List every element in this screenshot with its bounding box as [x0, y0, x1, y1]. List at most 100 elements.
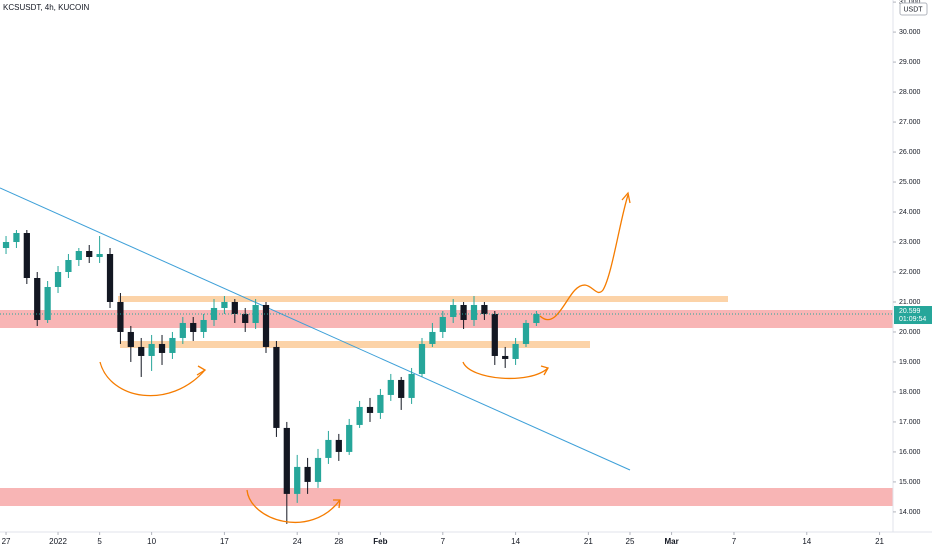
y-tick-label: 30.000 [899, 29, 921, 36]
drawings [99, 191, 631, 524]
y-tick-label: 17.000 [899, 419, 921, 426]
candle-body [398, 379, 405, 398]
x-tick-label: 28 [334, 537, 343, 546]
candle-body [418, 343, 426, 374]
unit-badge[interactable] [899, 2, 928, 16]
y-tick-label: 26.000 [899, 149, 921, 156]
candle-body [262, 304, 270, 347]
candle-body [231, 301, 238, 314]
y-tick-label: 18.000 [899, 389, 921, 396]
projection-path [539, 194, 629, 321]
curve-arrow [99, 361, 206, 397]
y-tick-label: 29.000 [899, 59, 921, 66]
candle-body [533, 313, 540, 323]
x-tick-label: 17 [220, 537, 229, 546]
candle-body [34, 277, 41, 320]
x-tick-label: 27 [2, 537, 11, 546]
candle-body [127, 331, 134, 347]
candles [2, 230, 540, 524]
candle-body [65, 260, 72, 272]
candle-body [221, 301, 228, 308]
y-tick-label: 20.000 [899, 329, 921, 336]
candle-body [273, 346, 280, 428]
candle-body [481, 304, 488, 314]
curve-arrow [462, 361, 549, 380]
candle-body [75, 251, 82, 261]
candle-body [169, 337, 176, 353]
y-tick-label: 16.000 [899, 449, 921, 456]
level-band [120, 341, 590, 348]
candle-body [429, 331, 436, 344]
chart-title: KCSUSDT, 4h, KUCOIN [3, 3, 89, 12]
y-tick-label: 19.000 [899, 359, 921, 366]
candle-body [408, 373, 415, 398]
x-tick-label: 21 [584, 537, 593, 546]
candle-body [325, 439, 332, 458]
x-tick-label: Mar [664, 537, 678, 546]
candle-body [13, 233, 20, 243]
candle-body [346, 424, 353, 452]
candle-body [502, 355, 509, 359]
candle-body [44, 286, 51, 320]
last-price-badge [894, 306, 932, 325]
candle-body [470, 304, 478, 320]
y-tick-label: 15.000 [899, 479, 921, 486]
x-tick-label: 14 [511, 537, 520, 546]
level-band [118, 296, 728, 302]
y-tick-label: 22.000 [899, 269, 921, 276]
candle-body [210, 307, 218, 320]
candle-body [117, 301, 124, 332]
candle-body [512, 343, 519, 359]
candle-body [86, 251, 93, 258]
y-tick-label: 27.000 [899, 119, 921, 126]
x-tick-label: 7 [732, 537, 737, 546]
countdown-label: 01:09:54 [899, 316, 926, 323]
x-tick-label: 14 [802, 537, 811, 546]
x-tick-label: 24 [293, 537, 302, 546]
arrow-head [540, 365, 549, 376]
candle-body [304, 466, 311, 482]
candle-body [96, 254, 103, 258]
candle-body [377, 394, 384, 413]
candle-body [335, 439, 342, 452]
candle-body [439, 316, 446, 332]
arrow-head [333, 499, 341, 509]
candle-body [460, 304, 467, 320]
candle-body [522, 322, 530, 344]
x-tick-label: 7 [441, 537, 446, 546]
candle-body [106, 254, 114, 302]
y-tick-label: 14.000 [899, 509, 921, 516]
x-tick-label: 10 [147, 537, 156, 546]
support-zone [0, 488, 893, 506]
candle-body [356, 406, 363, 425]
y-tick-label: 23.000 [899, 239, 921, 246]
y-tick-label: 28.000 [899, 89, 921, 96]
candle-body [491, 313, 498, 356]
resistance-zone [0, 310, 893, 328]
price-axis [893, 0, 932, 550]
candle-body [190, 322, 197, 332]
trend-line [0, 187, 631, 471]
x-tick-label: 21 [875, 537, 884, 546]
y-tick-label: 25.000 [899, 179, 921, 186]
x-tick-label: 2022 [49, 537, 67, 546]
candle-body [158, 343, 166, 353]
x-tick-label: 25 [626, 537, 635, 546]
candle-body [2, 242, 10, 249]
candle-body [138, 346, 145, 356]
x-tick-label: Feb [373, 537, 387, 546]
candle-body [148, 343, 155, 356]
unit-label: USDT [903, 6, 923, 13]
candle-body [314, 457, 322, 482]
candle-body [54, 271, 62, 287]
last-price-label: 20.599 [899, 308, 921, 315]
candle-body [200, 319, 207, 332]
candle-body [450, 304, 457, 317]
candle-body [179, 322, 186, 338]
candle-body [23, 233, 30, 278]
curve-arrow [246, 489, 341, 524]
x-tick-label: 5 [97, 537, 102, 546]
candle-body [366, 406, 374, 413]
